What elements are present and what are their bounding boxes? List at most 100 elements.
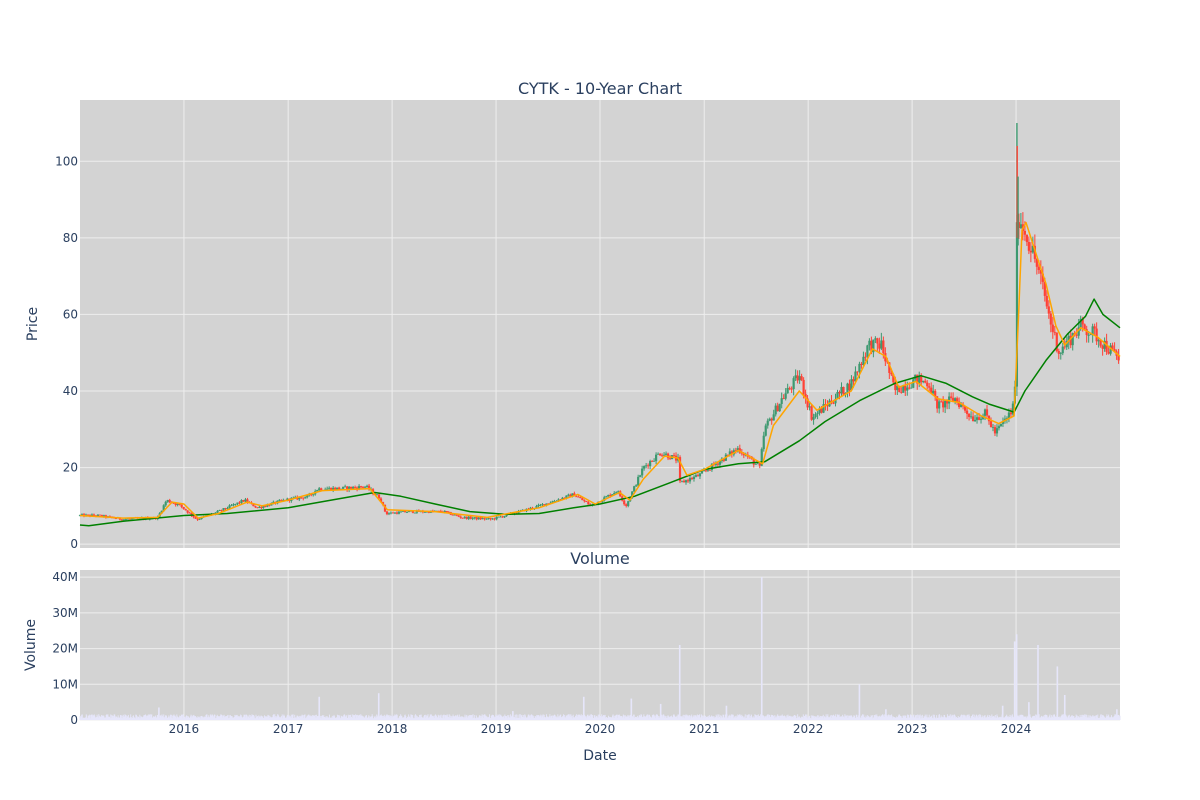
volume-bar: [81, 714, 83, 720]
volume-bar: [300, 715, 302, 720]
volume-bar: [549, 714, 551, 720]
volume-bar: [1046, 715, 1048, 720]
volume-bar: [517, 714, 519, 720]
volume-bar: [348, 714, 350, 720]
volume-bar: [895, 717, 897, 720]
volume-bar: [339, 715, 341, 720]
volume-bar: [295, 718, 297, 720]
volume-bar: [1080, 716, 1082, 720]
volume-bar: [587, 714, 589, 720]
volume-bar: [777, 714, 779, 720]
volume-bar: [737, 715, 739, 720]
volume-bar: [225, 716, 227, 720]
volume-bar: [898, 714, 900, 720]
volume-bar: [449, 714, 451, 720]
candle-body: [587, 501, 590, 505]
volume-bar: [461, 717, 463, 720]
volume-bar: [958, 717, 960, 720]
candle-body: [298, 497, 301, 500]
volume-bar: [1019, 716, 1021, 720]
volume-bar: [641, 714, 643, 720]
volume-bar: [953, 714, 955, 720]
volume-bar: [521, 714, 523, 720]
volume-bar: [501, 716, 503, 720]
candle-body: [904, 385, 907, 391]
volume-bar: [355, 714, 357, 720]
volume-bar: [96, 717, 98, 720]
volume-bar: [410, 714, 412, 720]
volume-bar: [1070, 716, 1072, 720]
volume-bar: [150, 714, 152, 720]
volume-bar: [647, 718, 649, 720]
volume-bar: [683, 717, 685, 720]
volume-bar: [160, 715, 162, 720]
volume-bar: [450, 717, 452, 720]
volume-bar: [265, 716, 267, 720]
candle-body: [1065, 341, 1068, 348]
candle-body: [228, 505, 231, 509]
volume-bar: [80, 716, 82, 720]
volume-bar: [149, 717, 151, 720]
volume-bar: [370, 716, 372, 720]
candle-body: [868, 340, 871, 346]
volume-bar: [655, 715, 657, 720]
volume-bar: [297, 715, 299, 720]
candle-body: [260, 506, 263, 508]
candle-body: [656, 453, 660, 455]
volume-bar: [763, 716, 765, 720]
volume-bar: [596, 716, 598, 720]
volume-bar: [1038, 714, 1040, 720]
volume-bar: [770, 714, 772, 720]
volume-bar: [253, 716, 255, 720]
volume-bar: [287, 715, 289, 720]
volume-bar: [792, 716, 794, 720]
volume-bar: [272, 714, 274, 720]
volume-bar: [577, 715, 579, 720]
volume-bar: [274, 717, 276, 720]
price-y-tick-label: 0: [70, 537, 78, 551]
volume-bar: [831, 715, 833, 720]
candle-body: [353, 487, 357, 488]
volume-bar: [298, 715, 300, 720]
candle-body: [784, 393, 787, 399]
volume-bar: [946, 717, 948, 720]
volume-bar: [536, 714, 538, 720]
volume-bar: [1074, 717, 1076, 720]
volume-bar: [881, 715, 883, 720]
volume-bar: [887, 717, 889, 720]
candle-body: [916, 374, 919, 384]
candle-body: [583, 500, 586, 502]
volume-bar: [830, 714, 832, 720]
volume-bar: [432, 717, 434, 720]
volume-bar: [400, 715, 402, 720]
candle-body: [896, 385, 899, 391]
volume-bar: [225, 715, 227, 720]
candle-body: [798, 376, 801, 381]
volume-bar: [840, 716, 842, 720]
volume-bar: [213, 714, 215, 720]
volume-bar: [212, 715, 214, 720]
candle-body: [489, 518, 492, 520]
volume-bar: [986, 717, 988, 720]
volume-bar: [1085, 714, 1087, 720]
volume-bar: [1024, 716, 1026, 720]
volume-bar: [557, 714, 559, 720]
volume-bar: [334, 717, 336, 720]
volume-bar: [419, 717, 421, 720]
volume-bar: [915, 715, 917, 720]
volume-bar: [155, 715, 157, 720]
candle-body: [668, 458, 672, 460]
volume-bar: [281, 714, 283, 720]
candle-body: [692, 476, 696, 480]
volume-bar: [1105, 716, 1107, 720]
volume-bar: [351, 717, 353, 720]
volume-bar: [135, 714, 137, 720]
volume-bar: [322, 716, 324, 720]
volume-bar: [720, 715, 722, 720]
candle-body: [280, 500, 283, 502]
volume-bar: [228, 718, 230, 720]
volume-bar: [996, 714, 998, 720]
volume-bar: [557, 716, 559, 720]
volume-bar: [184, 718, 186, 720]
